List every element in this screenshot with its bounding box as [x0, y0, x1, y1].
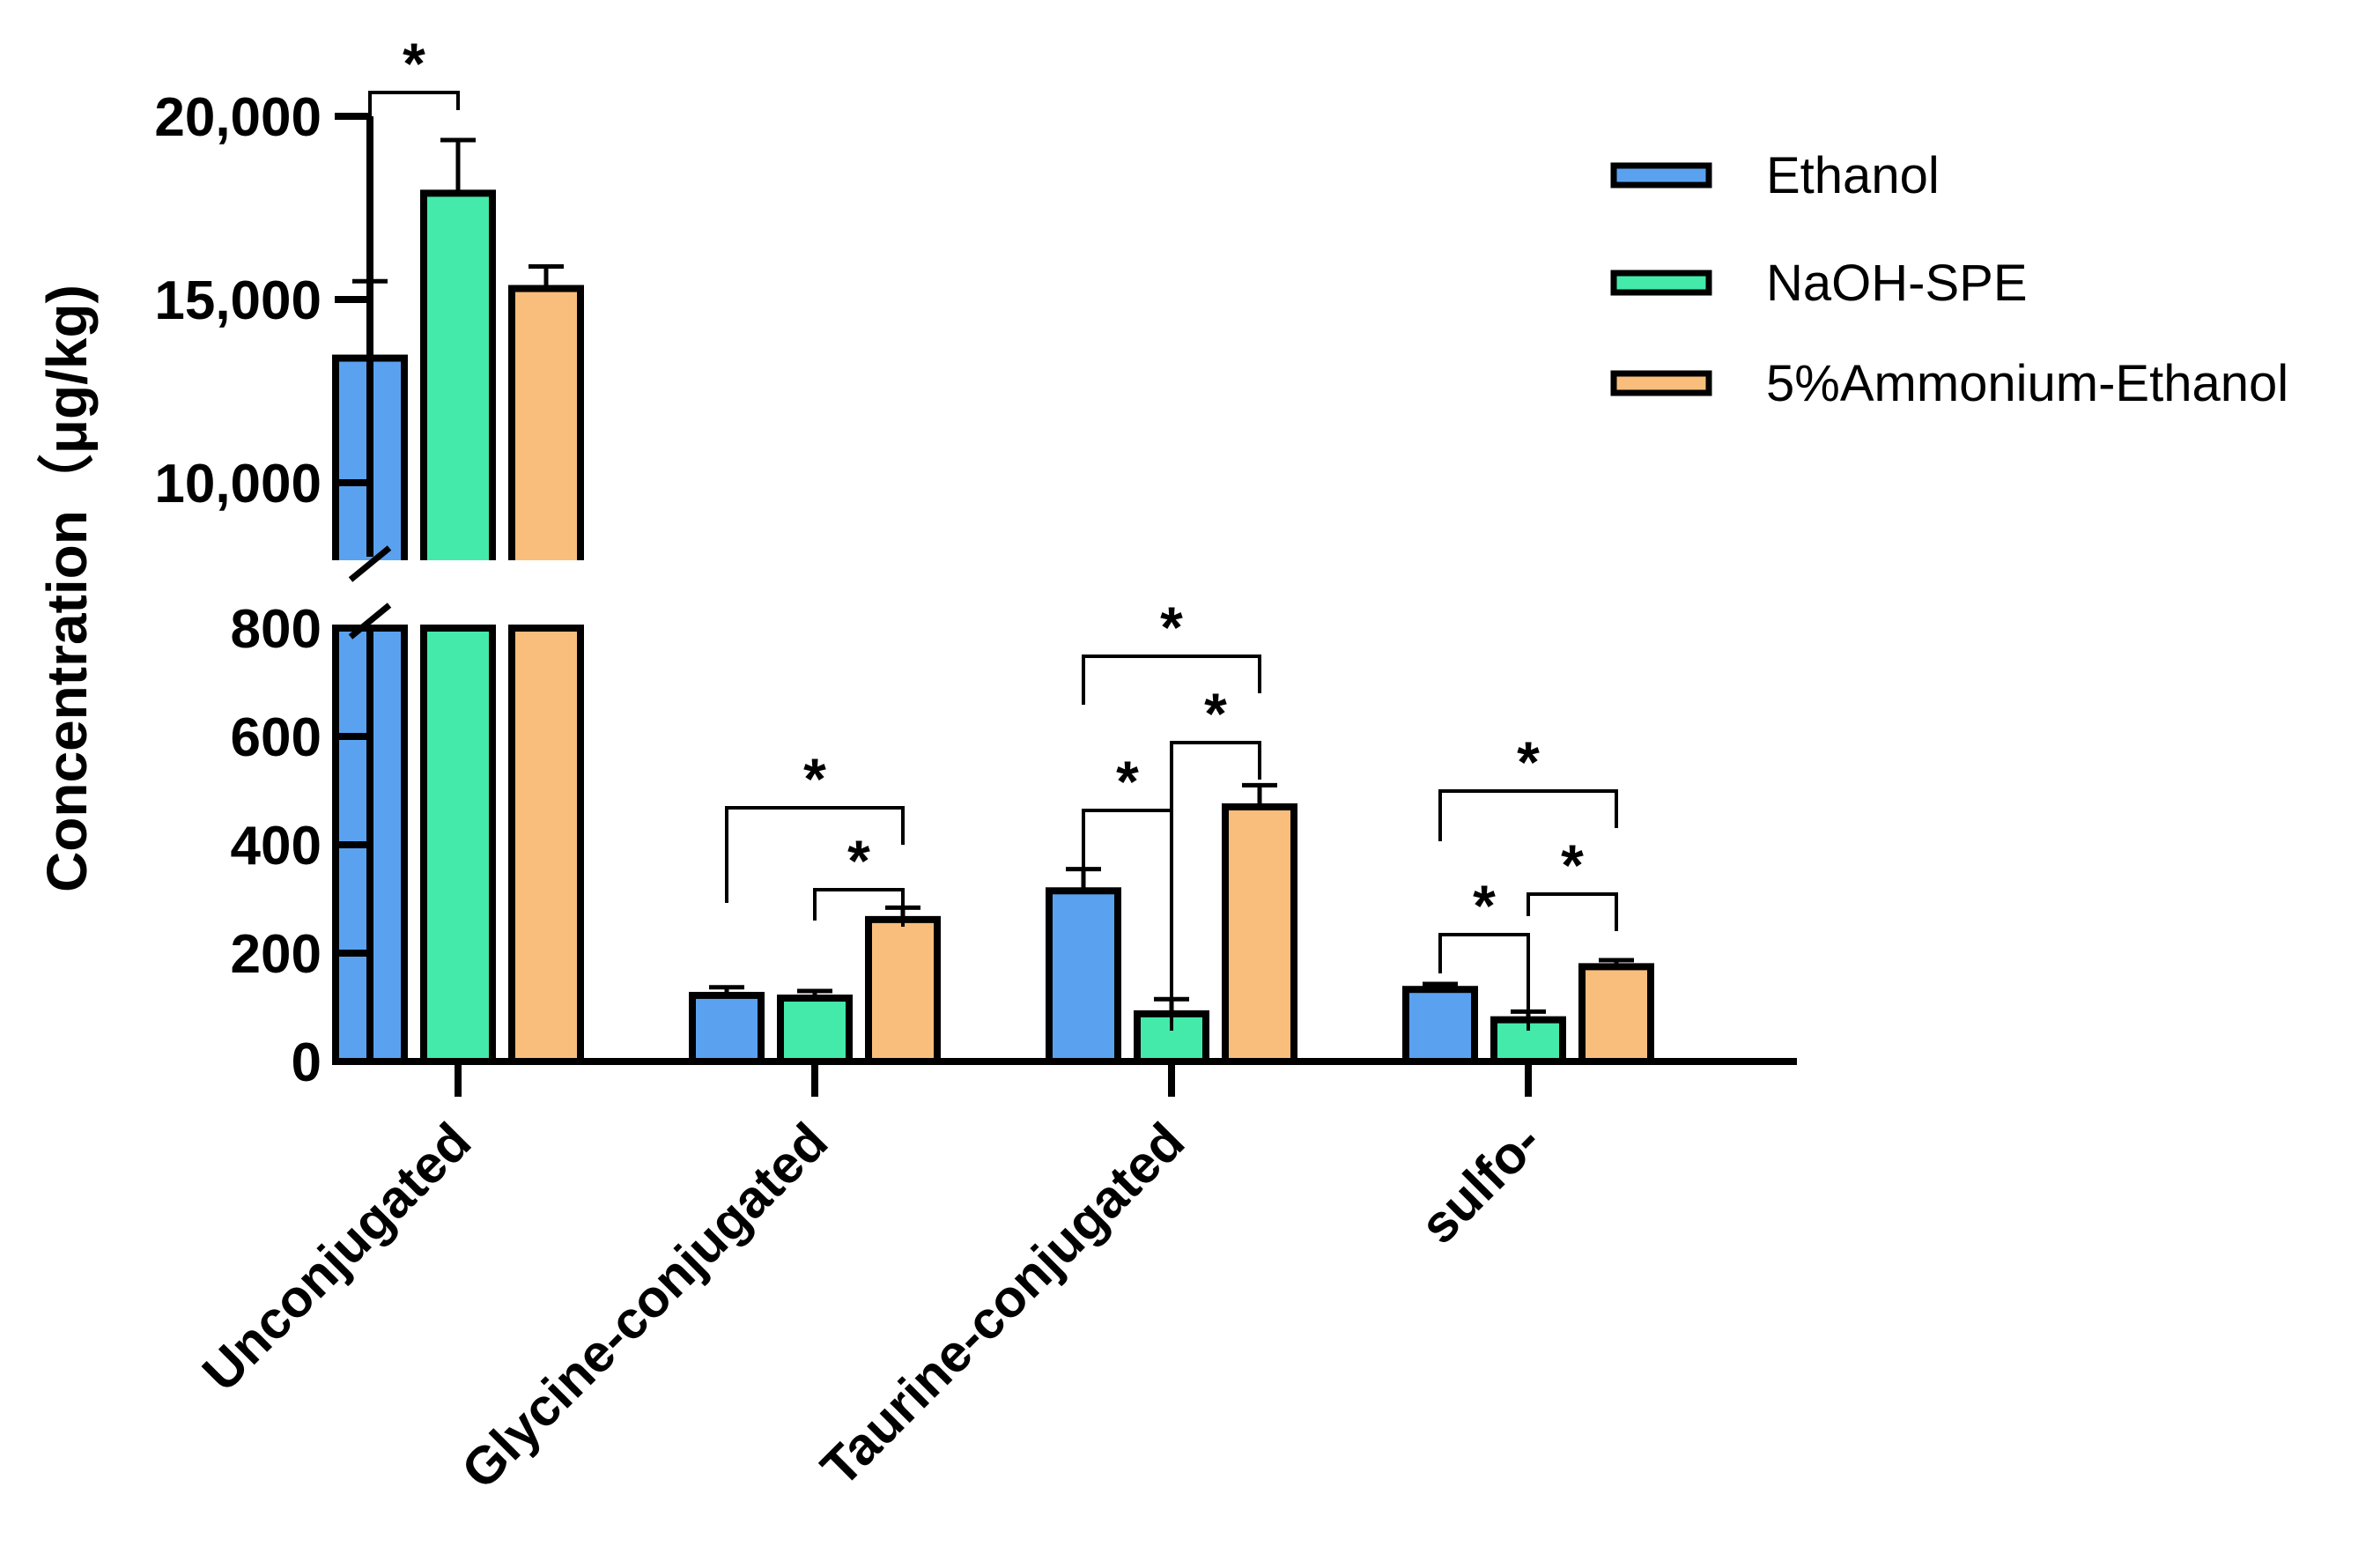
- axis-break-gap: [506, 560, 586, 625]
- significance-star: *: [1473, 873, 1496, 938]
- bar: [1222, 802, 1297, 1065]
- bar-upper-segment: [420, 189, 496, 570]
- y-tick-label: 400: [231, 816, 322, 876]
- bar: [865, 915, 941, 1065]
- bar: [777, 995, 853, 1066]
- significance-star: *: [403, 31, 425, 96]
- bar: [1578, 963, 1654, 1065]
- significance-star: *: [1561, 832, 1584, 898]
- significance-star: *: [1160, 595, 1183, 660]
- significance-bracket: [1082, 655, 1261, 705]
- legend-label: Ethanol: [1766, 147, 1940, 204]
- y-tick-label: 0: [292, 1032, 322, 1093]
- significance-bracket: [1082, 809, 1173, 1031]
- bar: [1046, 887, 1121, 1066]
- legend-swatch: [1610, 162, 1712, 189]
- legend: Ethanol NaOH-SPE 5%Ammonium-Ethanol: [1610, 147, 2288, 412]
- significance-star: *: [1116, 749, 1139, 814]
- significance-bracket: [813, 888, 905, 927]
- legend-label: NaOH-SPE: [1766, 255, 2028, 312]
- axis-break-mark: [348, 545, 392, 582]
- significance-star: *: [847, 828, 870, 893]
- x-tick-label: Glycine-conjugated: [450, 1112, 839, 1500]
- axis-break-gap: [418, 560, 498, 625]
- y-tick-label: 200: [231, 924, 322, 985]
- y-tick-label: 600: [231, 707, 322, 768]
- bar: [1402, 986, 1478, 1065]
- bar-lower-segment: [508, 625, 584, 1065]
- x-tick-label: Unconjugated: [191, 1112, 482, 1402]
- significance-star: *: [1517, 729, 1540, 795]
- y-tick-label: 15,000: [154, 270, 322, 331]
- significance-star: *: [1204, 681, 1227, 746]
- bars-layer: [330, 137, 1654, 1066]
- significance-star: *: [803, 746, 826, 811]
- bar-upper-segment: [508, 285, 584, 569]
- legend-label: 5%Ammonium-Ethanol: [1766, 355, 2288, 412]
- significance-bracket: [725, 806, 905, 903]
- y-tick-label: 10,000: [154, 454, 322, 514]
- bar-lower-segment: [420, 625, 496, 1065]
- bar: [689, 991, 765, 1065]
- significance-bracket: [1527, 892, 1618, 931]
- y-tick-label: 800: [231, 599, 322, 660]
- legend-swatch: [1610, 370, 1712, 396]
- significance-layer: * * * * * * * * *: [368, 31, 1618, 1031]
- significance-bracket: [368, 91, 460, 150]
- significance-bracket: [1438, 789, 1618, 841]
- axis-break-gap: [330, 560, 410, 625]
- y-axis-label: Concentration（μg/kg): [35, 285, 99, 892]
- legend-swatch: [1610, 270, 1712, 296]
- x-tick-label: sulfo-: [1408, 1112, 1552, 1255]
- significance-bracket: [1170, 741, 1261, 810]
- y-tick-label: 20,000: [154, 87, 322, 148]
- x-tick-label: Taurine-conjugated: [809, 1112, 1195, 1498]
- significance-bracket: [1438, 933, 1530, 1031]
